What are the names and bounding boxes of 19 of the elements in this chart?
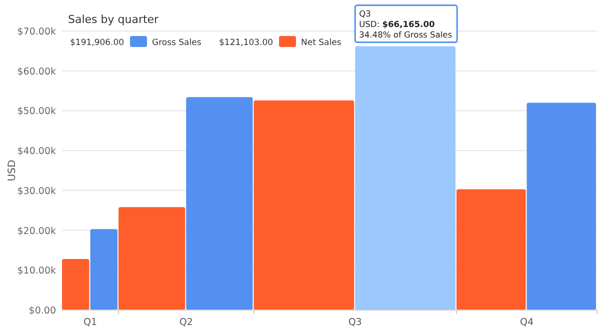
- y-tick-label: $70.00k: [17, 26, 56, 38]
- legend-label: Net Sales: [301, 38, 342, 48]
- legend-label: Gross Sales: [152, 38, 202, 48]
- x-tick-label: Q4: [520, 317, 534, 328]
- y-tick-label: $40.00k: [17, 146, 56, 158]
- annotation: $191,906.00: [70, 38, 124, 48]
- y-axis-title: USD: [7, 160, 18, 182]
- x-tick-label: Q2: [179, 317, 193, 328]
- x-tick-label: Q1: [83, 317, 98, 328]
- chart-title: Sales by quarter: [68, 13, 160, 26]
- y-tick-label: $60.00k: [17, 66, 56, 78]
- y-tick-label: $0.00: [28, 306, 56, 316]
- y-tick-label: $50.00k: [17, 106, 56, 118]
- annotation: Q3 USD: $66,165.00 34.48% of Gross Sales: [359, 8, 452, 40]
- x-tick-label: Q3: [348, 317, 362, 328]
- y-tick-label: $20.00k: [17, 226, 56, 237]
- annotation: $121,103.00: [219, 38, 274, 48]
- y-tick-label: $30.00k: [17, 186, 56, 197]
- y-tick-label: $10.00k: [17, 266, 56, 277]
